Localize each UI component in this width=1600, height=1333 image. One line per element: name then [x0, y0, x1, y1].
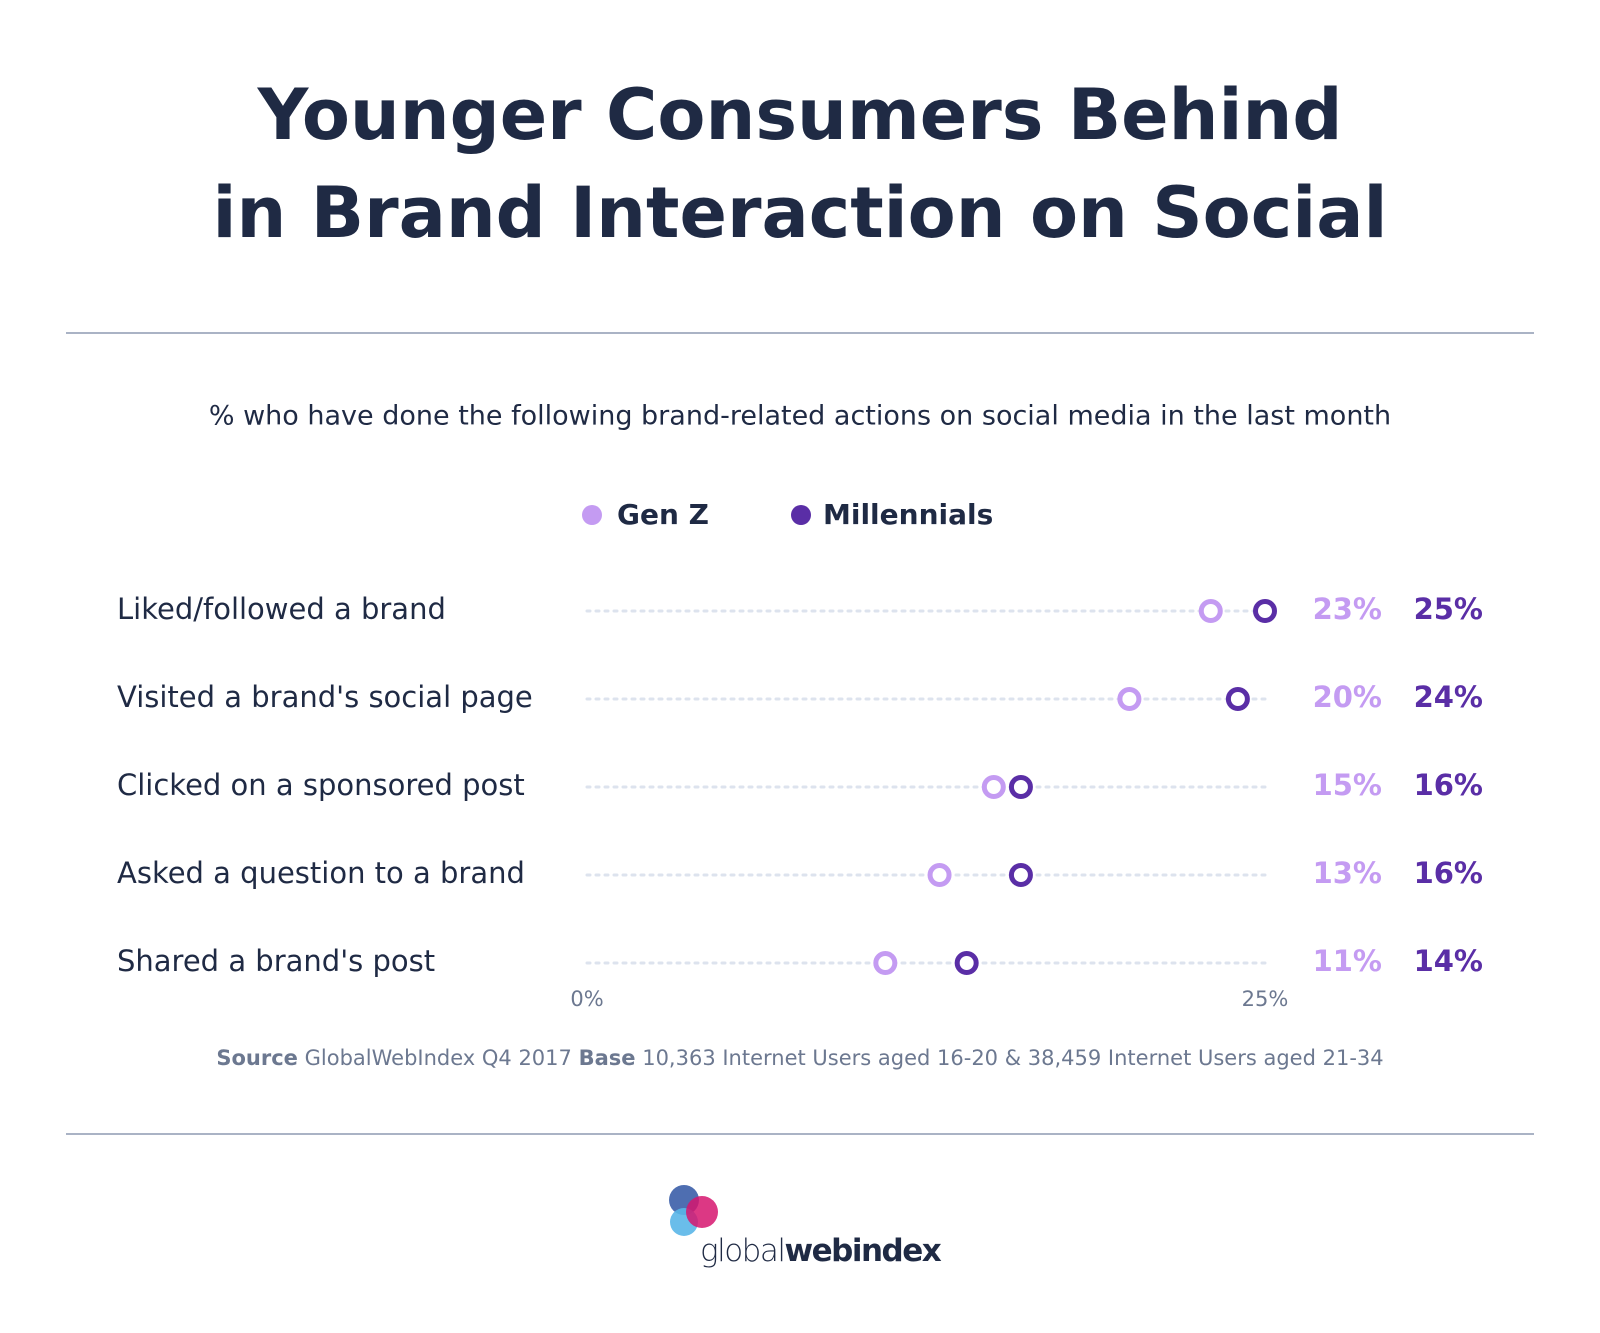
value-label: 15%: [1313, 768, 1382, 802]
source-note: Source GlobalWebIndex Q4 2017 Base 10,36…: [216, 1046, 1383, 1070]
category-label: Shared a brand's post: [117, 944, 435, 978]
dot: [927, 863, 952, 887]
legend-marker: [582, 505, 602, 525]
logo: globalwebindex: [669, 1185, 943, 1269]
category-label: Clicked on a sponsored post: [117, 768, 525, 802]
dot: [1008, 863, 1033, 887]
dot: [1198, 599, 1223, 623]
value-label: 11%: [1313, 944, 1382, 978]
legend-label: Millennials: [823, 498, 993, 531]
logo-light: global: [700, 1233, 784, 1269]
logo-bold: webindex: [784, 1233, 941, 1269]
base-text: 10,363 Internet Users aged 16-20 & 38,45…: [642, 1046, 1383, 1070]
dot: [1225, 687, 1250, 711]
dot: [873, 951, 898, 975]
dot: [954, 951, 979, 975]
value-label: 23%: [1313, 592, 1382, 626]
value-label: 13%: [1313, 856, 1382, 890]
category-label: Asked a question to a brand: [117, 856, 525, 890]
chart-title: Younger Consumers Behind: [257, 74, 1343, 156]
base-label: Base: [579, 1046, 636, 1070]
category-label: Liked/followed a brand: [117, 592, 446, 626]
legend-marker: [791, 505, 811, 525]
logo-circle: [686, 1196, 718, 1228]
dot: [1117, 687, 1142, 711]
x-tick-label: 0%: [570, 987, 603, 1011]
logo-text: globalwebindex: [700, 1233, 942, 1269]
source-text: GlobalWebIndex Q4 2017: [305, 1046, 572, 1070]
dot: [981, 775, 1006, 799]
source-label: Source: [216, 1046, 298, 1070]
x-tick-label: 25%: [1242, 987, 1289, 1011]
value-label: 20%: [1313, 680, 1382, 714]
value-label: 16%: [1414, 856, 1483, 890]
value-label: 14%: [1414, 944, 1483, 978]
legend-label: Gen Z: [617, 498, 709, 531]
value-label: 16%: [1414, 768, 1483, 802]
value-label: 25%: [1414, 592, 1483, 626]
dot: [1008, 775, 1033, 799]
dot: [1253, 599, 1277, 623]
subtitle: % who have done the following brand-rela…: [209, 401, 1391, 432]
category-label: Visited a brand's social page: [117, 680, 533, 714]
value-label: 24%: [1414, 680, 1483, 714]
chart-title: in Brand Interaction on Social: [213, 172, 1388, 254]
